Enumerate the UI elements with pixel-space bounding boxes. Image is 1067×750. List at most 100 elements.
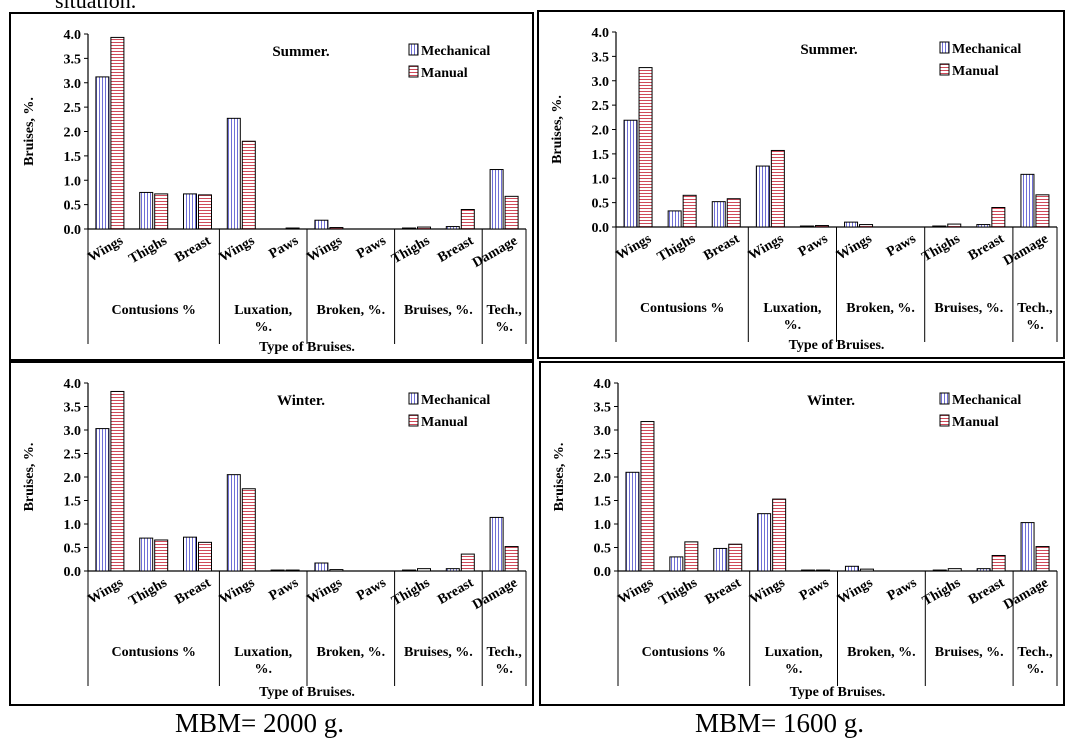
bar-mechanical [95,428,110,572]
y-tick-label: 3.5 [64,401,82,416]
bar-manual [110,390,125,572]
y-tick-label: 2.0 [594,471,612,486]
x-tick-label: Wings [217,575,258,607]
y-tick-label: 0.0 [64,565,82,580]
bar-manual [329,227,344,230]
y-tick-label: 0.0 [592,221,610,236]
x-tick-label: Wings [305,575,346,607]
y-tick-label: 3.5 [64,52,82,67]
bar-mechanical [932,225,947,228]
legend-label-manual: Manual [421,415,468,430]
x-tick-label: Paws [354,233,389,262]
x-tick-label: Wings [835,575,876,607]
bar-manual [110,36,125,230]
group-label: Luxation,%. [234,303,292,335]
bar-manual [417,226,431,230]
bar-manual [991,554,1006,572]
group-label: Tech.,%. [486,303,521,335]
x-tick-label: Wings [614,231,655,263]
bar-manual [728,543,743,572]
x-tick-label: Damage [1001,231,1051,268]
bar-mechanical [711,201,726,228]
group-label: Bruises, %. [404,645,473,660]
y-tick-label: 2.0 [64,126,82,141]
bar-mechanical [976,568,991,572]
x-tick-label: Paws [354,575,389,604]
x-tick-label: Wings [217,233,258,265]
legend-label-manual: Manual [952,415,999,430]
bar-manual [684,541,699,572]
x-tick-label: Wings [86,233,127,265]
chart-title: Winter. [277,393,325,409]
group-label: Bruises, %. [404,303,473,318]
bar-manual [285,227,300,230]
x-tick-label: Damage [470,575,520,612]
y-tick-label: 0.0 [64,223,82,238]
bar-mechanical [489,169,504,230]
y-tick-label: 3.0 [64,77,82,92]
bar-mechanical [799,225,814,228]
bar-mechanical [139,191,154,230]
chart-panel-winter-2000: 0.0 0.5 1.0 1.5 2.0 2.5 3.0 3.5 4.0 Bruises, %. Wi… [9,361,534,706]
bar-mechanical [314,219,329,230]
y-tick-label: 1.5 [594,495,612,510]
y-tick-label: 0.5 [64,542,82,557]
x-tick-label: Thighs [920,231,964,265]
group-label: Tech.,%. [486,645,521,677]
x-tick-label: Thighs [389,575,433,609]
group-label: Contusions % [640,301,724,316]
legend-swatch-mechanical [408,392,419,405]
chart-winter-2000: 0.0 0.5 1.0 1.5 2.0 2.5 3.0 3.5 4.0 Bruises, %. Wi… [22,377,527,700]
bar-mechanical [1020,522,1035,572]
bar-mechanical [1020,173,1035,228]
y-tick-label: 2.5 [594,448,612,463]
group-label: Broken, %. [846,301,915,316]
top-text: situation. [55,0,137,13]
x-tick-label: Thighs [657,575,701,609]
bar-mechanical [667,210,682,228]
bar-mechanical [625,471,640,572]
group-label: Broken, %. [317,303,386,318]
caption-mbm-1600: MBM= 1600 g. [695,708,865,738]
x-tick-label: Damage [1001,575,1051,612]
x-tick-label: Wings [834,231,875,263]
legend-swatch-mechanical [939,41,950,54]
bar-mechanical [713,547,728,572]
x-axis-label: Type of Bruises. [789,338,885,353]
chart-panel-summer-2000: 0.0 0.5 1.0 1.5 2.0 2.5 3.0 3.5 4.0 Bruises, %. Su… [9,12,534,361]
y-tick-label: 2.5 [64,101,82,116]
bar-manual [285,569,300,572]
y-tick-label: 0.5 [592,197,610,212]
y-tick-label: 1.0 [64,518,82,533]
y-tick-label: 0.5 [594,542,612,557]
bar-manual [198,194,212,230]
bar-manual [154,193,169,230]
legend-swatch-manual [408,65,419,78]
y-tick-label: 1.5 [64,150,82,165]
x-tick-label: Wings [616,575,657,607]
y-tick-label: 3.5 [592,50,610,65]
bar-manual [1035,546,1050,572]
bar-manual [859,224,874,228]
x-tick-label: Wings [305,233,346,265]
legend-label-mechanical: Mechanical [421,44,490,59]
bar-mechanical [755,165,770,228]
x-tick-label: Breast [173,575,214,607]
bar-manual [772,498,787,572]
bar-manual [814,225,829,228]
legend-label-manual: Manual [952,64,999,79]
x-tick-label: Wings [747,575,788,607]
bar-mechanical [757,513,772,572]
bar-manual [947,223,962,228]
x-tick-label: Breast [966,231,1007,263]
bar-mechanical [226,117,241,230]
bar-mechanical [445,226,460,230]
bar-mechanical [139,537,154,572]
bar-manual [417,568,431,572]
y-tick-label: 4.0 [594,377,612,392]
bar-manual [329,569,344,572]
y-tick-label: 4.0 [64,28,82,43]
y-axis-label: Bruises, %. [22,97,37,166]
legend-label-mechanical: Mechanical [952,42,1021,57]
bar-manual [770,149,785,228]
